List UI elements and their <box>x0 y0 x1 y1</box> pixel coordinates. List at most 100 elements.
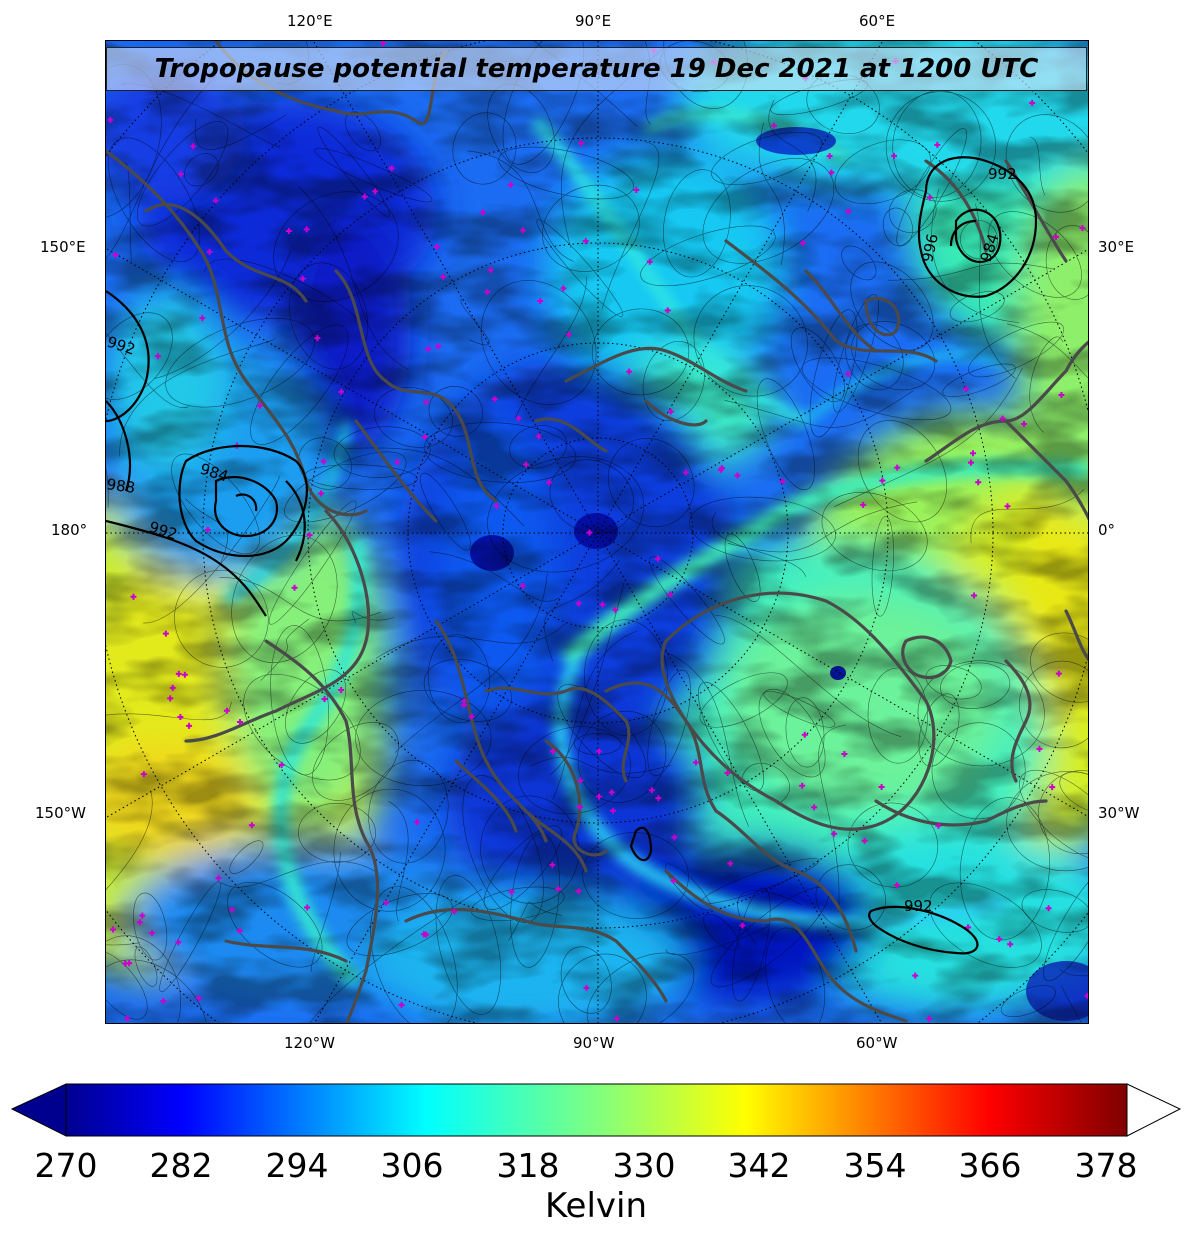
station-marker <box>719 465 726 472</box>
station-marker <box>169 684 176 691</box>
station-marker <box>1053 233 1060 240</box>
station-marker <box>130 593 137 600</box>
station-marker <box>576 803 583 810</box>
isentrope-contour <box>649 556 725 645</box>
station-marker <box>160 998 167 1005</box>
station-marker <box>971 592 978 599</box>
isentrope-contour <box>452 112 517 185</box>
isentrope-contour <box>314 147 433 203</box>
station-marker <box>801 731 808 738</box>
isentrope-contour <box>847 802 939 888</box>
isentrope-contour <box>601 141 660 310</box>
isentrope-contour <box>818 724 847 913</box>
station-marker <box>383 899 390 906</box>
isentrope-contour <box>1006 771 1088 872</box>
lon-label-right-30w: 30°W <box>1098 804 1140 822</box>
coastlines <box>106 41 1088 1023</box>
isentrope-contour <box>221 861 378 888</box>
station-marker <box>894 464 901 471</box>
isentrope-contour <box>420 472 471 551</box>
station-marker <box>304 904 311 911</box>
isentrope-contour <box>243 673 361 781</box>
isentrope-contour <box>765 927 825 1023</box>
isobar-label: 992 <box>904 897 933 915</box>
lon-label-top-120e: 120°E <box>287 12 333 30</box>
station-marker <box>177 171 184 178</box>
isentrope-contour <box>227 881 323 968</box>
lon-label-top-60e: 60°E <box>859 12 896 30</box>
station-marker <box>136 919 143 926</box>
isentrope-contour <box>106 332 189 408</box>
station-marker <box>1055 670 1062 677</box>
station-marker <box>236 718 243 725</box>
station-marker <box>549 748 556 755</box>
isentrope-contour <box>509 425 568 469</box>
station-marker <box>1045 905 1052 912</box>
isentrope-contour <box>724 533 761 602</box>
station-marker <box>999 415 1006 422</box>
station-marker <box>314 335 321 342</box>
isentrope-contour <box>375 623 566 659</box>
isentrope-contour <box>834 139 932 205</box>
isentrope-texture <box>106 41 1088 1023</box>
isentrope-contour <box>665 863 712 911</box>
lon-label-left-150w: 150°W <box>35 804 86 822</box>
isentrope-contour <box>423 659 512 722</box>
station-marker <box>154 353 161 360</box>
isentrope-contour <box>582 832 689 919</box>
station-marker <box>826 153 833 160</box>
station-marker <box>425 345 432 352</box>
isentrope-contour <box>533 41 638 127</box>
station-marker <box>577 777 584 784</box>
isentrope-contour <box>106 935 182 1023</box>
station-marker <box>549 861 556 868</box>
isentrope-contour <box>529 756 671 774</box>
isentrope-contour <box>549 459 634 534</box>
station-marker <box>491 396 498 403</box>
colorbar-tick: 354 <box>843 1146 907 1185</box>
station-marker <box>555 886 562 893</box>
isentrope-contour <box>929 882 1042 968</box>
isentrope-contour <box>867 667 928 764</box>
station-marker <box>860 501 867 508</box>
station-marker <box>596 793 603 800</box>
station-marker <box>215 875 222 882</box>
isentrope-contour <box>106 959 208 1023</box>
isentrope-contour <box>268 500 357 625</box>
isentrope-contour <box>552 630 638 800</box>
colorbar-min-extend <box>10 1083 67 1137</box>
isentrope-contour <box>699 672 788 728</box>
isentrope-contour <box>768 100 817 212</box>
isentrope-contour <box>270 625 329 776</box>
isentrope-contour <box>841 245 877 281</box>
isentrope-contour <box>429 551 560 602</box>
station-marker <box>935 822 942 829</box>
isentrope-contour <box>536 219 624 317</box>
isentrope-contour <box>702 158 835 264</box>
station-marker <box>912 972 919 979</box>
isentrope-contour <box>1000 985 1056 1018</box>
isentrope-contour <box>689 496 836 562</box>
isentrope-contour <box>970 489 1085 544</box>
isentrope-contour <box>119 337 276 457</box>
station-marker <box>626 368 633 375</box>
station-marker <box>107 116 114 123</box>
isentrope-contour <box>1021 889 1088 933</box>
isentrope-contour <box>124 163 132 261</box>
station-marker <box>596 748 603 755</box>
isentrope-contour <box>514 276 588 419</box>
isentrope-contour <box>591 308 690 396</box>
station-marker <box>633 187 640 194</box>
station-marker <box>148 930 155 937</box>
isentrope-contour <box>194 114 287 150</box>
station-marker <box>879 477 886 484</box>
isentrope-contour <box>136 121 229 227</box>
isentrope-contour <box>355 689 492 787</box>
isentrope-contour <box>693 285 808 397</box>
lon-label-bottom-120w: 120°W <box>284 1034 335 1052</box>
station-marker <box>845 370 852 377</box>
isentrope-contour <box>1030 632 1088 703</box>
lon-label-right-30e: 30°E <box>1098 238 1135 256</box>
isentrope-contour <box>480 280 597 405</box>
station-marker <box>519 582 526 589</box>
